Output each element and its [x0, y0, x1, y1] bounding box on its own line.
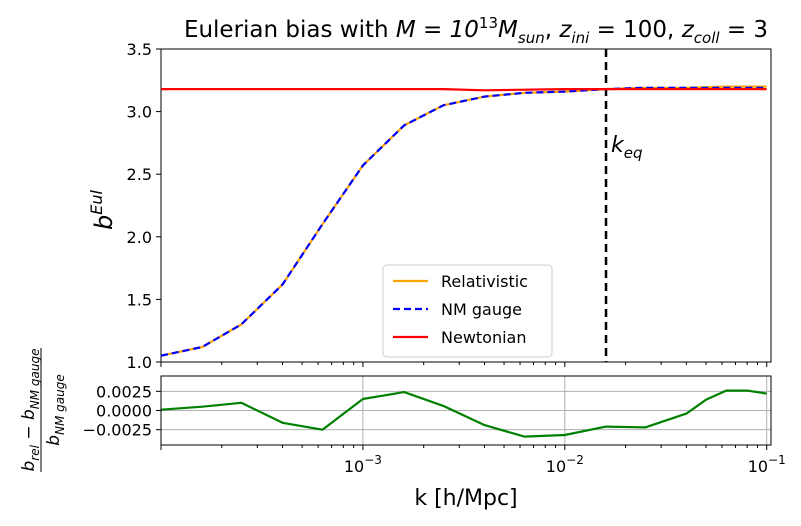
chart-title: Eulerian bias with M = 1013Msun, zini = … [184, 14, 768, 47]
bottom-ytick-label: 0.0000 [96, 402, 152, 421]
bottom-ytick-label: 0.0025 [96, 382, 152, 401]
top-panel: 1.0 1.5 2.0 2.5 3.0 3.5 [127, 40, 772, 372]
bottom-ytick-label: −0.0025 [83, 421, 152, 440]
top-ytick-label: 1.0 [127, 353, 152, 372]
relative-difference-line [160, 389, 767, 438]
bottom-xtick-label: 10−3 [344, 453, 382, 476]
top-ytick-label: 2.5 [127, 165, 152, 184]
legend-label-relativistic: Relativistic [441, 272, 528, 291]
legend-box [382, 264, 553, 358]
keq-label: keq [611, 133, 643, 162]
ylabel-numerator: brel − bNM gauge [19, 348, 42, 471]
top-ytick-label: 3.0 [127, 103, 152, 122]
legend-label-newtonian: Newtonian [441, 328, 527, 347]
legend-label-nm-gauge: NM gauge [441, 300, 522, 319]
newtonian-line [161, 87, 767, 92]
xlabel: k [h/Mpc] [414, 486, 517, 511]
bottom-xtick-label: 10−1 [748, 453, 786, 476]
bottom-xtick-label: 10−2 [546, 453, 584, 476]
top-ytick-label: 3.5 [127, 40, 152, 59]
top-ytick-label: 1.5 [127, 290, 152, 309]
top-axes-frame [160, 48, 772, 363]
top-ytick-label: 2.0 [127, 228, 152, 247]
bottom-ylabel: brel − bNM gauge bNM gauge [19, 348, 67, 472]
ylabel-denominator: bNM gauge [44, 374, 67, 446]
top-ylabel: bEul [87, 189, 118, 229]
nm-gauge-line [160, 86, 767, 357]
legend: Relativistic NM gauge Newtonian [382, 264, 553, 358]
